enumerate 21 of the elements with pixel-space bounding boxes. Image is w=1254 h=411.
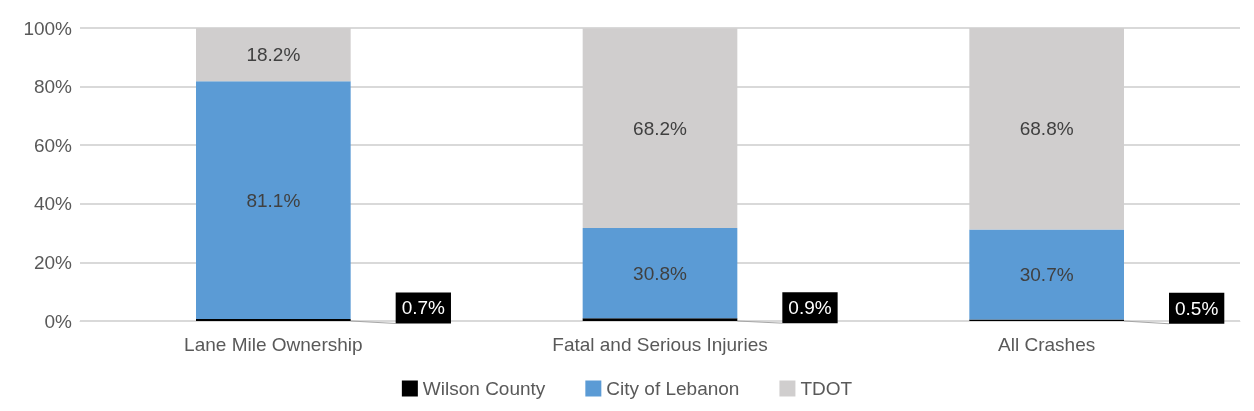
data-label: 18.2% (246, 44, 301, 66)
y-tick-label: 40% (33, 193, 73, 215)
y-tick-label: 20% (33, 251, 73, 273)
data-label: 68.2% (633, 117, 688, 139)
data-label: 0.5% (1175, 297, 1219, 319)
data-label: 30.7% (1019, 264, 1074, 286)
data-label: 0.9% (788, 297, 832, 319)
y-tick-label: 60% (33, 134, 73, 156)
data-label: 81.1% (246, 189, 301, 211)
data-label: 68.8% (1019, 118, 1074, 140)
legend-label: City of Lebanon (606, 378, 740, 399)
legend-label: Wilson County (422, 378, 546, 399)
legend-label: TDOT (800, 378, 853, 399)
data-label: 0.7% (401, 297, 446, 319)
x-tick-label: Lane Mile Ownership (184, 334, 363, 355)
y-tick-label: 100% (23, 17, 73, 39)
y-tick-label: 80% (33, 76, 73, 98)
data-label: 30.8% (633, 262, 688, 284)
x-tick-label: Fatal and Serious Injuries (552, 334, 768, 355)
y-tick-label: 0% (44, 310, 73, 332)
x-tick-label: All Crashes (998, 334, 1096, 355)
